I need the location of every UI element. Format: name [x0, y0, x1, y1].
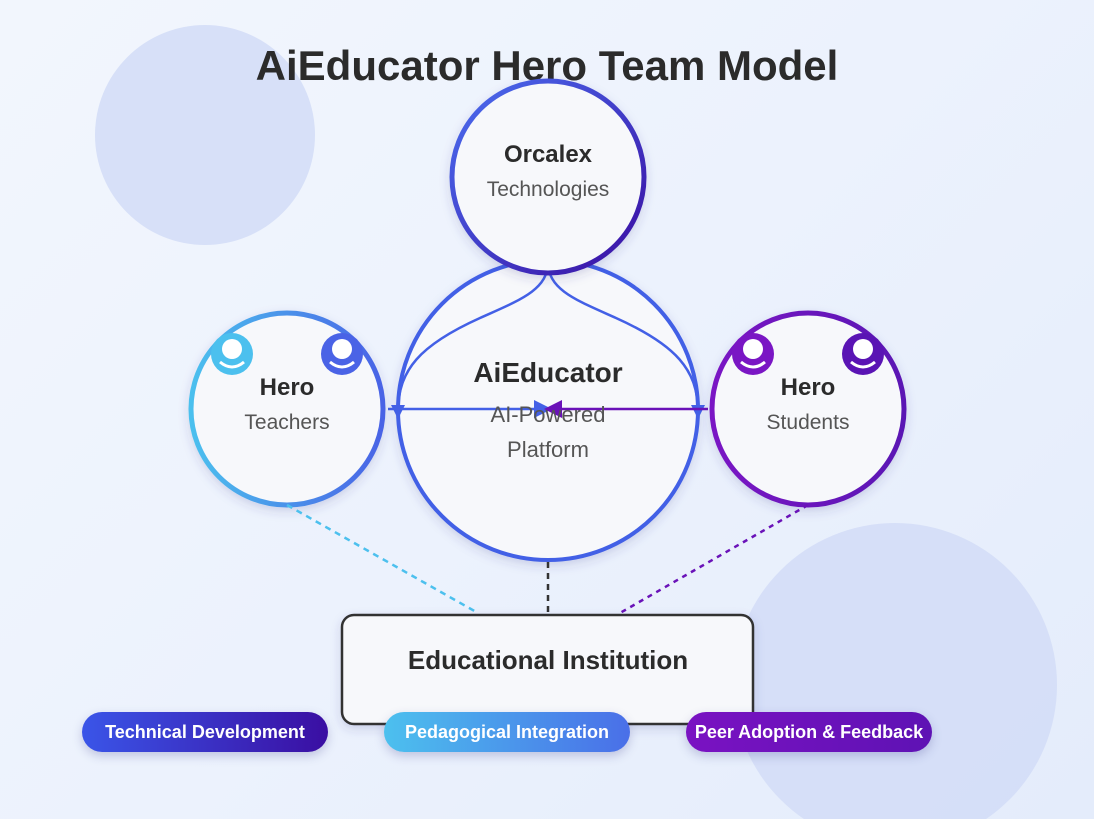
badge-pedagogical-integration: Pedagogical Integration [384, 712, 630, 752]
student-avatar-icon-right [842, 333, 884, 375]
orcalex-title: Orcalex [504, 141, 593, 168]
aieducator-subtitle-line1: AI-Powered [491, 402, 606, 427]
dashed-connector-teachers-institution [286, 503, 479, 615]
connector-orcalex-to-teachers [391, 261, 550, 419]
orcalex-node [449, 78, 647, 276]
aieducator-title: AiEducator [473, 357, 622, 388]
connector-orcalex-to-students [546, 261, 705, 419]
orcalex-subtitle: Technologies [487, 178, 610, 201]
teachers-title: Hero [260, 374, 315, 401]
badge-peer-adoption-feedback: Peer Adoption & Feedback [686, 712, 932, 752]
aieducator-subtitle-line2: Platform [507, 437, 589, 462]
arrowhead-center-purple [544, 400, 562, 418]
decorative-circle-top-left [95, 25, 315, 245]
institution-title: Educational Institution [408, 645, 688, 675]
teacher-avatar-icon-right [321, 333, 363, 375]
badge-technical-development: Technical Development [82, 712, 328, 752]
student-avatar-icon-left [732, 333, 774, 375]
arrowhead-center-blue [534, 400, 552, 418]
decorative-circle-bottom-right [733, 523, 1057, 819]
teachers-subtitle: Teachers [244, 411, 329, 434]
dashed-connector-students-institution [619, 503, 809, 615]
teacher-avatar-icon-left [211, 333, 253, 375]
students-subtitle: Students [767, 411, 850, 434]
students-title: Hero [781, 374, 836, 401]
